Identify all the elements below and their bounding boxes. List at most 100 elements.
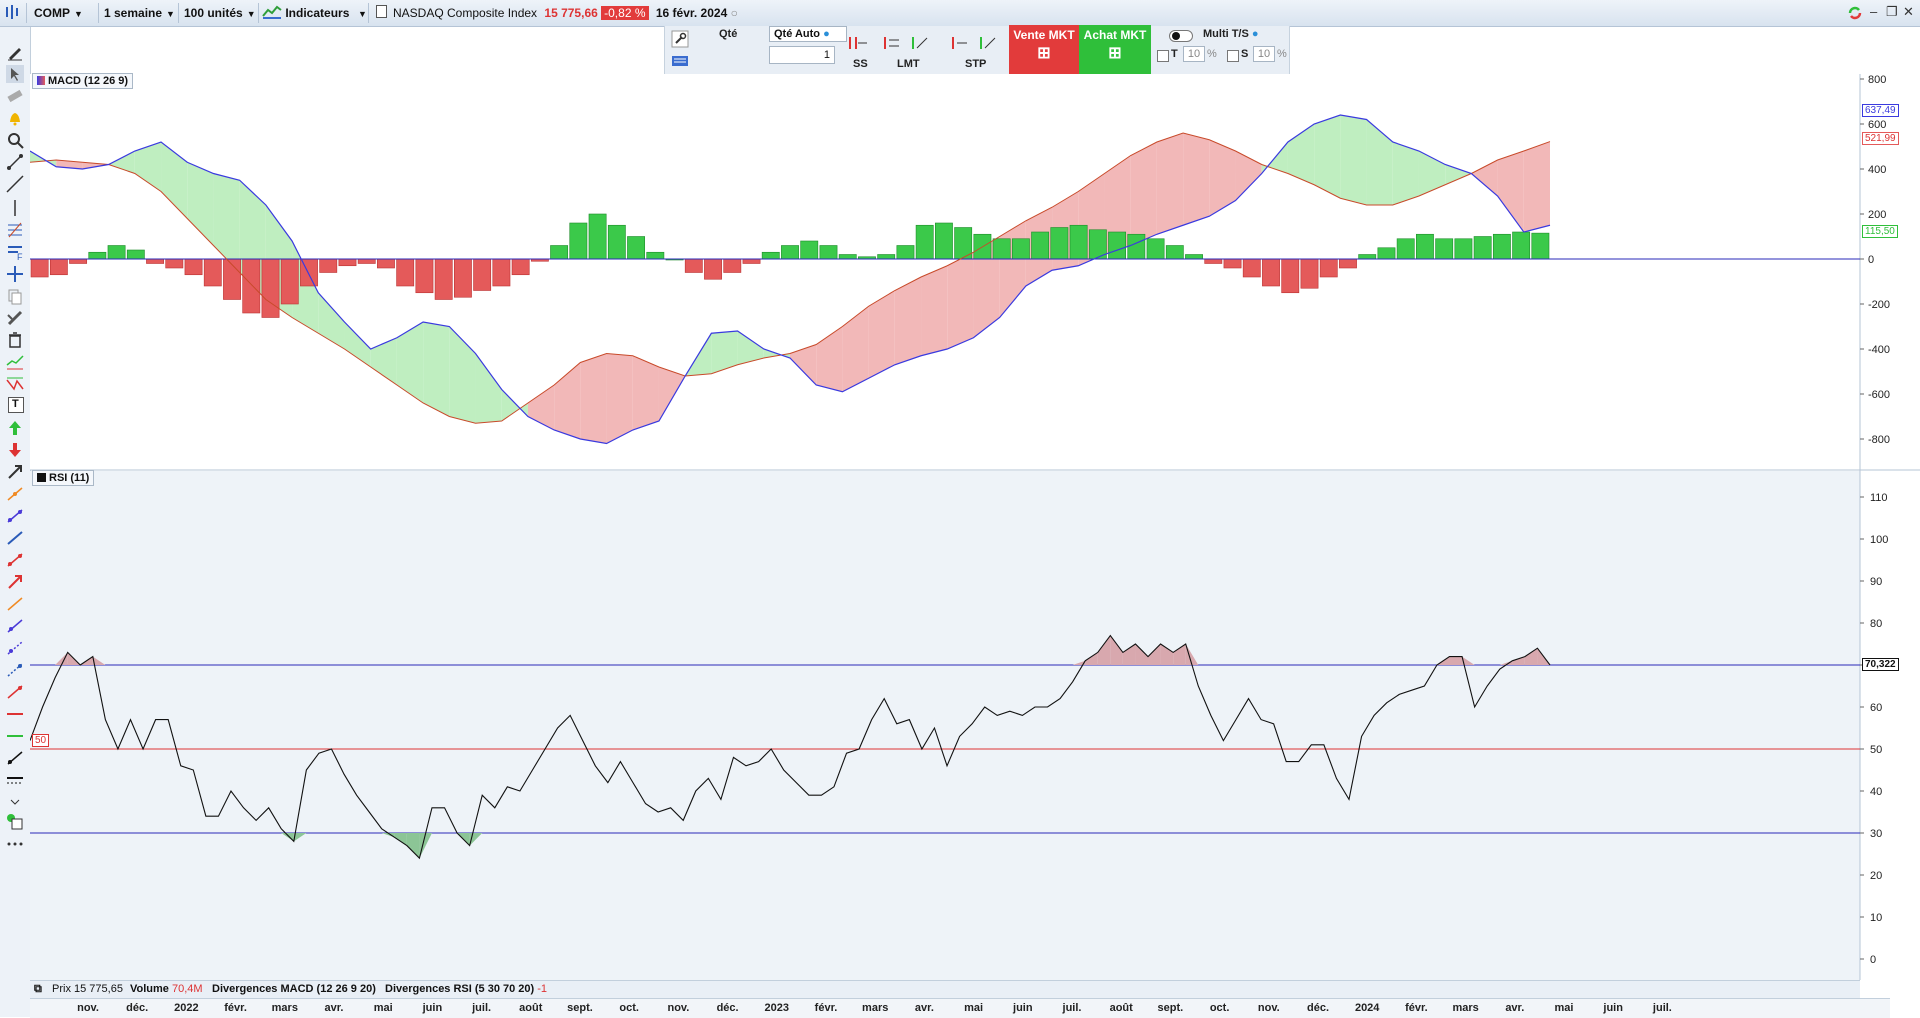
line-blue-icon[interactable] — [6, 529, 24, 547]
arrow-down-icon[interactable] — [6, 441, 24, 459]
macd-signal-fill — [423, 322, 450, 417]
move-icon[interactable] — [6, 265, 24, 283]
s-value-input[interactable]: 10 — [1253, 46, 1275, 62]
symbol-select[interactable]: COMP ▼ — [34, 3, 83, 23]
hline-dotted-icon[interactable] — [6, 771, 24, 789]
text-icon[interactable]: T — [8, 397, 24, 413]
hline-red-icon[interactable] — [6, 705, 24, 723]
keyboard-icon[interactable] — [671, 52, 689, 70]
line-red-icon[interactable] — [6, 551, 24, 569]
limit-buy-icon[interactable] — [909, 34, 931, 52]
qty-input[interactable]: 1 — [769, 46, 835, 64]
chart-canvas[interactable]: 8006004002000-200-400-600-80011010090807… — [30, 74, 1920, 980]
pencil-icon[interactable] — [6, 43, 24, 61]
prix-item[interactable]: Prix 15 775,65 — [52, 983, 123, 995]
volume-value: 70,4M — [171, 983, 203, 995]
ray-purple-icon[interactable] — [6, 617, 24, 635]
chart-area[interactable]: 8006004002000-200-400-600-80011010090807… — [30, 73, 1920, 984]
t-value-input[interactable]: 10 — [1183, 46, 1205, 62]
macd-label[interactable]: MACD (12 26 9) — [32, 73, 134, 89]
macd-histogram-bar — [511, 258, 530, 276]
stop-sell-icon-2[interactable] — [949, 34, 971, 52]
rsi-y-tick: 50 — [1870, 744, 1882, 756]
chart-type-icon[interactable] — [4, 3, 22, 23]
fibonacci-fan-icon[interactable]: F — [6, 243, 24, 262]
macd-signal-fill — [1235, 151, 1262, 201]
wrench-icon[interactable] — [671, 30, 689, 48]
segment-black-icon[interactable] — [6, 749, 24, 767]
multi-ts-label: Multi T/S — [1203, 28, 1249, 40]
macd-histogram-bar — [88, 251, 107, 260]
zoom-icon[interactable] — [6, 131, 24, 149]
macd-histogram-bar — [896, 245, 915, 260]
volume-item[interactable]: Volume 70,4M — [130, 983, 203, 995]
div-macd-item[interactable]: Divergences MACD (12 26 9 20) — [212, 983, 376, 995]
macd-histogram-bar — [1358, 254, 1377, 260]
dotted-line-icon[interactable] — [6, 639, 24, 657]
trend-channel-icon[interactable] — [6, 353, 24, 371]
line-orange-icon[interactable] — [6, 485, 24, 503]
panel-toggle-icon[interactable]: ⧉ — [34, 983, 42, 995]
hline-green-icon[interactable] — [6, 727, 24, 745]
restore-icon[interactable]: ❐ — [1886, 4, 1898, 19]
arrow-red-icon[interactable] — [6, 573, 24, 591]
trash-icon[interactable] — [6, 331, 24, 349]
instrument-date: 16 févr. 2024 — [655, 6, 728, 20]
x-axis-label: juil. — [1062, 1002, 1082, 1014]
alert-stack-icon[interactable] — [6, 813, 24, 831]
limit-sell-icon[interactable] — [881, 34, 903, 52]
arrow-diagonal-icon[interactable] — [6, 463, 24, 481]
copy-icon[interactable] — [6, 287, 24, 305]
dotted-blue-icon[interactable] — [6, 661, 24, 679]
vertical-line-icon[interactable] — [6, 199, 24, 217]
rsi-legend-icon — [37, 473, 46, 482]
macd-histogram-bar — [69, 258, 88, 264]
macd-histogram-bar — [1435, 238, 1454, 260]
x-axis-label: sept. — [567, 1002, 593, 1014]
sell-market-button[interactable]: Vente MKT ⊞ — [1009, 25, 1079, 75]
magnet-icon[interactable] — [6, 309, 24, 327]
line-icon[interactable] — [6, 175, 24, 193]
more-icon[interactable] — [6, 835, 24, 853]
indicators-icon — [262, 5, 282, 19]
indicators-button[interactable]: Indicateurs — [262, 3, 349, 23]
instrument-info: NASDAQ Composite Index 15 775,66 -0,82 %… — [376, 3, 738, 23]
ruler-icon[interactable] — [6, 87, 24, 105]
macd-histogram-bar — [415, 258, 434, 294]
segment-red-icon[interactable] — [6, 683, 24, 701]
minimize-icon[interactable]: – — [1870, 4, 1878, 19]
ray-orange-icon[interactable] — [6, 595, 24, 613]
indicators-dropdown[interactable]: ▼ — [354, 3, 367, 23]
s-checkbox[interactable] — [1227, 50, 1239, 62]
qty-auto-button[interactable]: Qté Auto ● — [769, 26, 847, 42]
macd-signal-fill — [842, 306, 869, 392]
multi-ts-toggle[interactable] — [1169, 30, 1193, 42]
stop-sell-icon[interactable] — [847, 34, 869, 52]
arrow-up-icon[interactable] — [6, 419, 24, 437]
stop-buy-icon[interactable] — [977, 34, 999, 52]
cursor-icon[interactable] — [6, 65, 24, 83]
fibonacci-icon[interactable] — [6, 221, 24, 239]
refresh-icon[interactable] — [1846, 4, 1864, 25]
macd-signal-fill — [318, 292, 345, 349]
units-select[interactable]: 100 unités ▼ — [184, 3, 256, 23]
x-axis-label: juil. — [472, 1002, 492, 1014]
buy-label: Achat MKT — [1083, 28, 1147, 42]
period-select[interactable]: 1 semaine ▼ — [104, 3, 175, 23]
rsi-overbought-fill — [1110, 635, 1123, 665]
signal-value-tag: 521,99 — [1862, 132, 1899, 145]
chevron-down-icon[interactable] — [6, 793, 24, 811]
div-rsi-item[interactable]: Divergences RSI (5 30 70 20) -1 — [385, 983, 547, 995]
rsi-y-tick: 80 — [1870, 618, 1882, 630]
pattern-icon[interactable] — [6, 375, 24, 393]
line-purple-icon[interactable] — [6, 507, 24, 525]
macd-histogram-bar — [261, 258, 280, 318]
bell-icon[interactable] — [6, 109, 24, 127]
macd-legend-icon — [37, 76, 45, 85]
buy-market-button[interactable]: Achat MKT ⊞ — [1079, 25, 1151, 75]
close-icon[interactable]: ✕ — [1903, 4, 1914, 19]
segment-icon[interactable] — [6, 153, 24, 171]
x-axis-label: nov. — [667, 1002, 690, 1014]
t-checkbox[interactable] — [1157, 50, 1169, 62]
rsi-label[interactable]: RSI (11) — [32, 470, 95, 486]
